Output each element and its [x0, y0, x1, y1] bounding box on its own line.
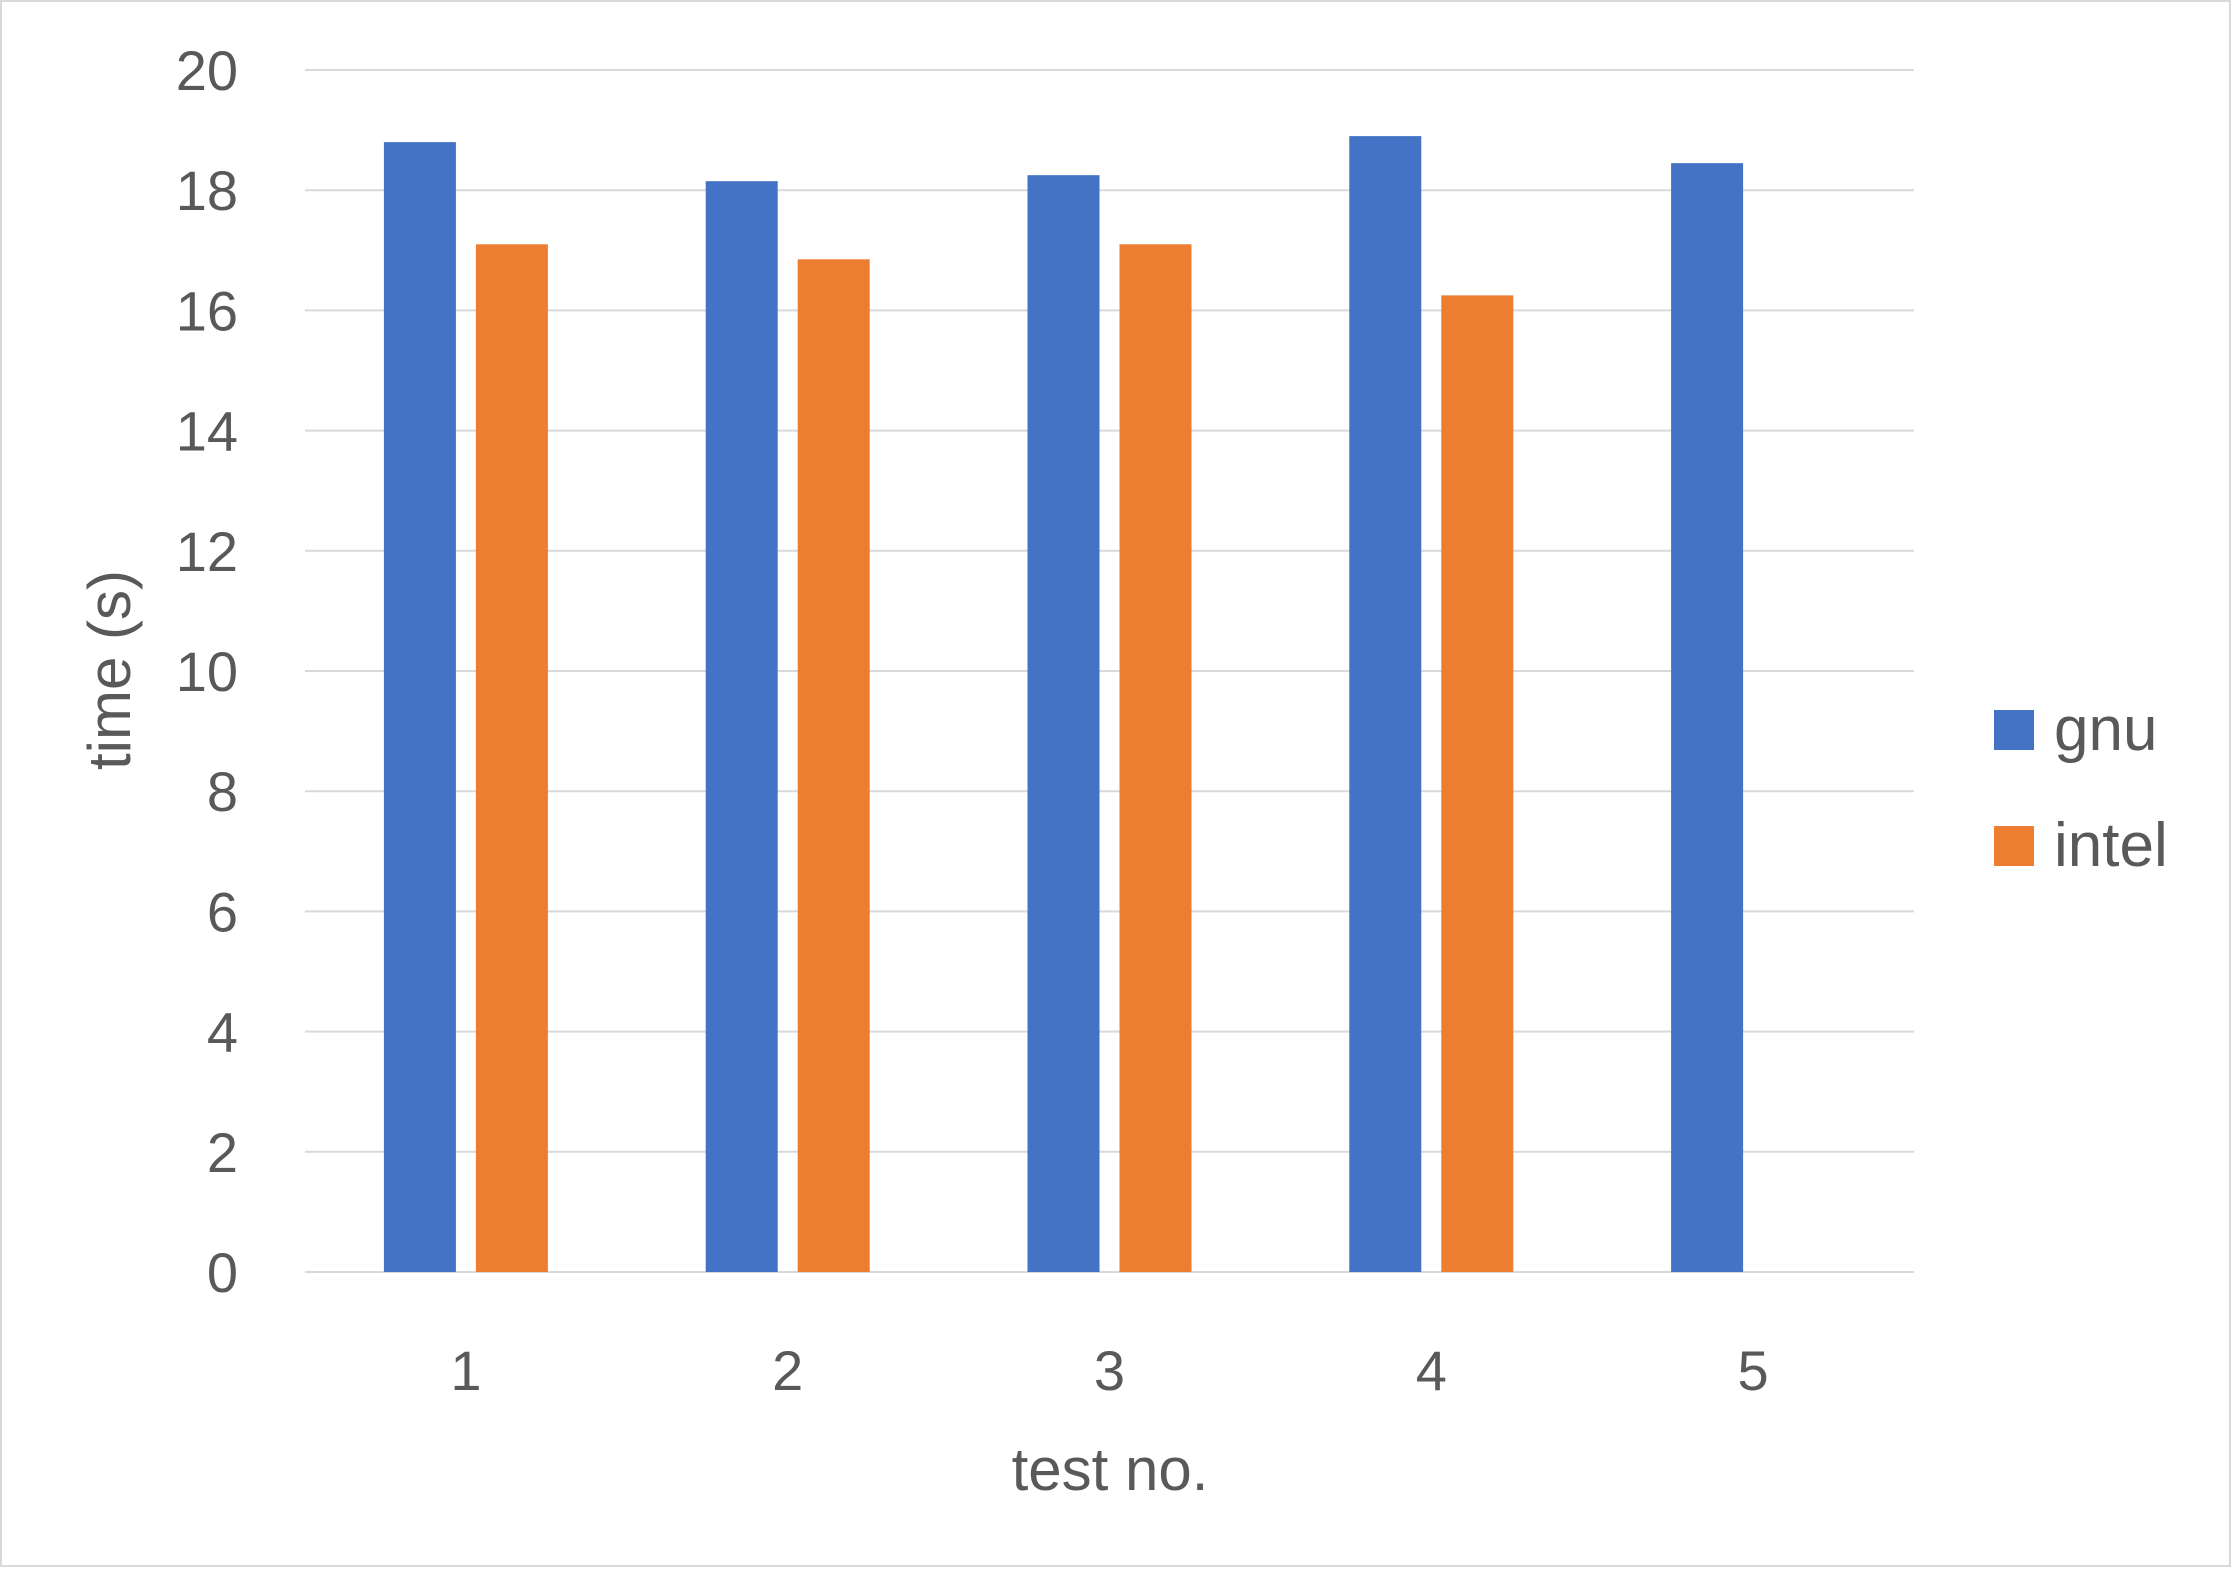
- y-tick-label: 18: [176, 159, 238, 222]
- bar-intel-4: [1441, 295, 1514, 1272]
- legend: gnu intel: [1994, 695, 2168, 880]
- x-tick-label: 5: [1738, 1339, 1769, 1402]
- y-tick-label: 2: [207, 1121, 238, 1184]
- bar-intel-1: [475, 244, 548, 1272]
- x-tick-label: 3: [1094, 1339, 1125, 1402]
- y-tick-label: 16: [176, 279, 238, 342]
- x-tick-label: 2: [772, 1339, 803, 1402]
- x-axis-title: test no.: [1012, 1436, 1209, 1503]
- bar-intel-3: [1119, 244, 1192, 1272]
- y-tick-label: 10: [176, 640, 238, 703]
- bar-gnu-1: [383, 142, 456, 1272]
- bar-gnu-5: [1671, 163, 1744, 1272]
- y-tick-label: 20: [176, 39, 238, 102]
- legend-swatch-intel: [1994, 826, 2034, 866]
- y-tick-label: 14: [176, 400, 238, 463]
- legend-label-intel: intel: [2054, 811, 2168, 880]
- y-axis-title: time (s): [76, 570, 143, 770]
- legend-swatch-gnu: [1994, 710, 2034, 750]
- legend-label-gnu: gnu: [2054, 695, 2157, 764]
- x-tick-label: 1: [450, 1339, 481, 1402]
- bar-gnu-2: [705, 181, 778, 1272]
- bars: [383, 136, 1744, 1273]
- x-tick-label: 4: [1416, 1339, 1447, 1402]
- y-tick-label: 12: [176, 520, 238, 583]
- x-axis-ticks: 1 2 3 4 5: [450, 1339, 1768, 1402]
- bar-gnu-3: [1027, 175, 1100, 1272]
- y-axis-ticks: 0 2 4 6 8 10 12 14 16 18 20: [176, 39, 238, 1304]
- y-tick-label: 0: [207, 1241, 238, 1304]
- y-tick-label: 4: [207, 1001, 238, 1064]
- gridlines: [305, 69, 1914, 1273]
- bar-gnu-4: [1349, 136, 1422, 1273]
- y-tick-label: 6: [207, 880, 238, 943]
- y-tick-label: 8: [207, 760, 238, 823]
- bar-intel-2: [797, 259, 870, 1272]
